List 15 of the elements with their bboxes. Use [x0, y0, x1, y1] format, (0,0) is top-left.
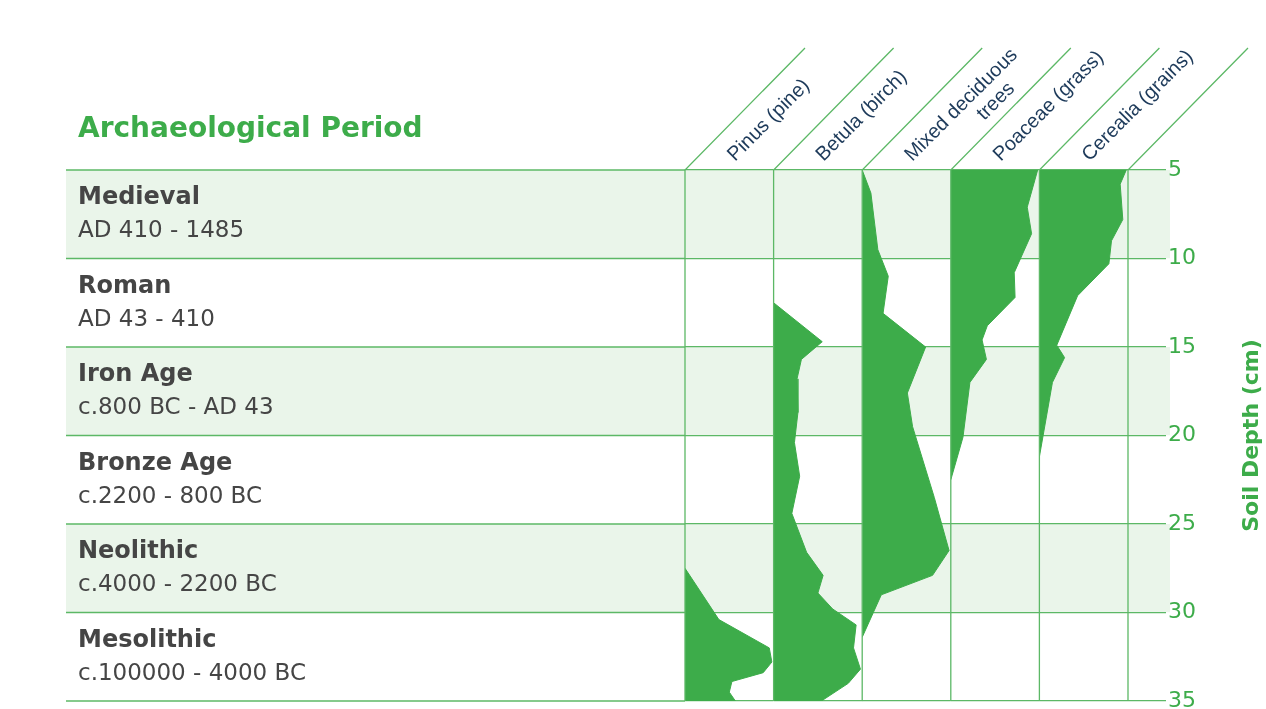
- band-label: Iron Age c.800 BC - AD 43: [78, 359, 274, 419]
- y-tick-label: 15: [1168, 332, 1196, 358]
- y-tick-label: 30: [1168, 598, 1196, 624]
- y-tick-label: 20: [1168, 421, 1196, 447]
- band-label: Mesolithic c.100000 - 4000 BC: [78, 624, 306, 685]
- band-label: Bronze Age c.2200 - 800 BC: [78, 447, 263, 508]
- band-label: Medieval AD 410 - 1485: [78, 182, 245, 242]
- band-label: Roman AD 43 - 410: [78, 270, 215, 331]
- band-label: Neolithic c.4000 - 2200 BC: [78, 536, 277, 596]
- y-axis-title: Soil Depth (cm): [1237, 339, 1263, 532]
- y-tick-label: 35: [1168, 686, 1196, 709]
- text: Archaeological Period: [78, 111, 423, 144]
- y-tick-label: 25: [1168, 509, 1196, 535]
- y-tick-label: 10: [1168, 244, 1196, 270]
- y-tick-label: 5: [1168, 155, 1182, 181]
